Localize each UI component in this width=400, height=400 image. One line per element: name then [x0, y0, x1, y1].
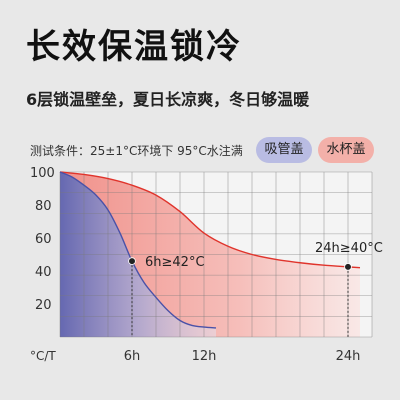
page-title: 长效保温锁冷 [26, 27, 242, 67]
y-tick-label: 60 [35, 232, 52, 247]
annotation-label: 6h≥42°C [145, 255, 205, 270]
series-line-cup-lid [59, 171, 361, 269]
series-line-straw-lid [59, 171, 217, 329]
legend-cup-lid: 水杯盖 [318, 137, 374, 163]
x-axis-unit-label: °C/T [30, 349, 56, 363]
annotation-label: 24h≥40°C [315, 241, 383, 256]
y-tick-label: 100 [30, 166, 55, 181]
test-condition: 测试条件：25±1°C环境下 95°C水注满 [30, 144, 243, 158]
y-tick-label: 40 [35, 265, 52, 280]
y-tick-label: 20 [35, 298, 52, 313]
x-tick-label: 24h [336, 349, 361, 364]
y-tick-label: 80 [35, 199, 52, 214]
legend-straw-lid: 吸管盖 [256, 137, 312, 163]
x-tick-label: 6h [124, 349, 141, 364]
annotation-marker [344, 263, 352, 271]
page-subtitle: 6层锁温壁垒，夏日长凉爽，冬日够温暖 [26, 90, 310, 109]
x-tick-label: 12h [192, 349, 217, 364]
annotation-marker [128, 257, 136, 265]
